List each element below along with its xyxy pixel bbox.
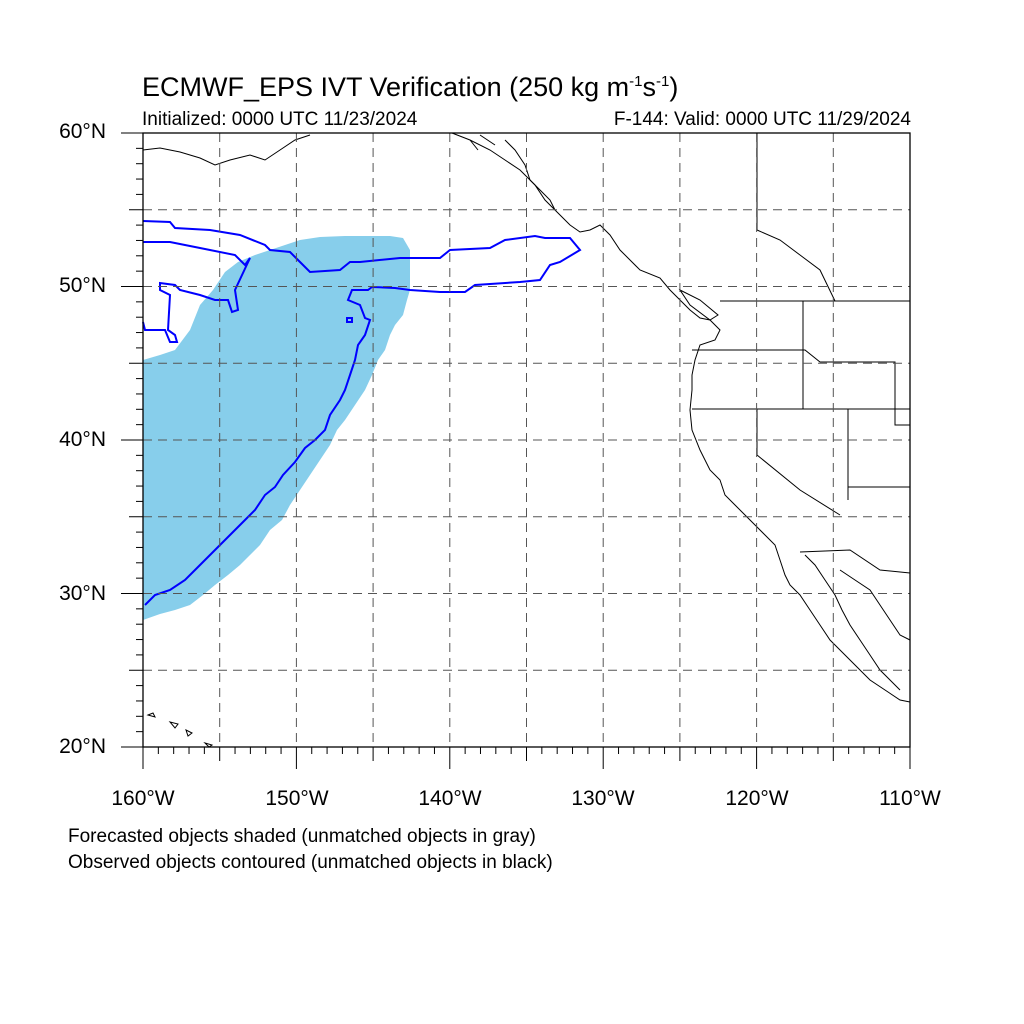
alaska-coast	[142, 134, 311, 166]
gulf-of-california	[839, 569, 911, 641]
observed-note: Observed objects contoured (unmatched ob…	[68, 852, 553, 873]
axis-ticks	[121, 132, 911, 769]
map-title: ECMWF_EPS IVT Verification (250 kg m-1s-…	[142, 72, 679, 102]
lon-label-120w: 120°W	[725, 787, 789, 810]
observed-contour-inner	[142, 241, 251, 343]
observed-contour-small	[346, 317, 353, 323]
oregon-border	[692, 349, 910, 426]
vancouver-island	[678, 288, 719, 321]
lon-label-140w: 140°W	[418, 787, 482, 810]
lat-label-40n: 40°N	[59, 428, 106, 451]
bc-alberta-border	[756, 133, 836, 302]
lon-label-160w: 160°W	[111, 787, 175, 810]
forecast-object-shading	[143, 236, 410, 620]
lat-label-20n: 20°N	[59, 735, 106, 758]
graticule-grid	[143, 133, 910, 747]
hawaii-islands	[146, 712, 214, 748]
valid-time: F-144: Valid: 0000 UTC 11/29/2024	[613, 109, 911, 130]
lat-label-50n: 50°N	[59, 274, 106, 297]
forecast-note: Forecasted objects shaded (unmatched obj…	[68, 826, 536, 847]
lon-label-110w: 110°W	[879, 787, 941, 810]
initialized-time: Initialized: 0000 UTC 11/23/2024	[142, 109, 418, 130]
lon-label-130w: 130°W	[571, 787, 635, 810]
north-america-coastline	[451, 132, 911, 703]
alaska-panhandle-islands	[469, 134, 556, 211]
lon-label-150w: 150°W	[265, 787, 329, 810]
lat-label-60n: 60°N	[59, 120, 106, 143]
coastlines	[142, 132, 911, 748]
us-mexico-border	[799, 549, 911, 574]
baja-california	[804, 554, 901, 691]
california-nevada-border	[756, 409, 841, 516]
lat-label-30n: 30°N	[59, 582, 106, 605]
